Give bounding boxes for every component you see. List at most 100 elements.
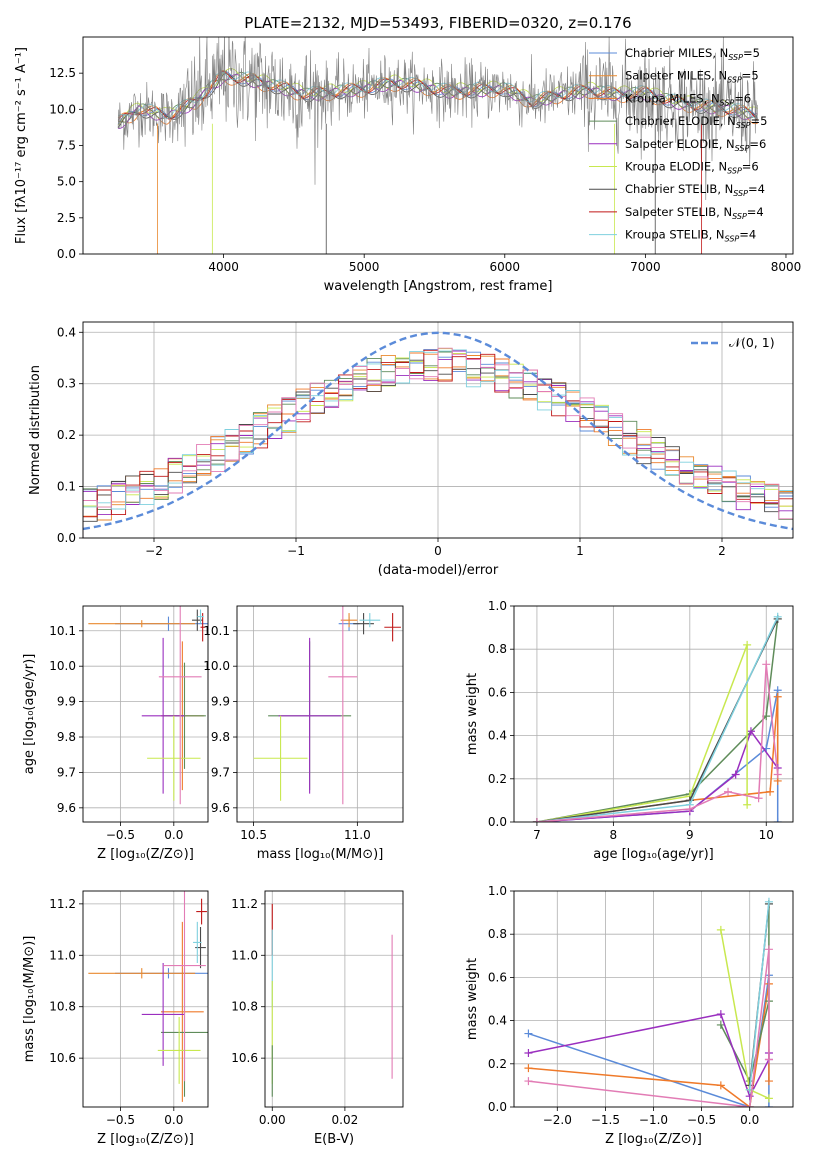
age_vs_mass-frame bbox=[236, 605, 404, 823]
x-tick-label: 5000 bbox=[349, 260, 380, 274]
weight-marker bbox=[524, 1049, 533, 1057]
y-tick-label: 0.2 bbox=[488, 1057, 507, 1071]
weight-marker bbox=[764, 1103, 773, 1107]
legend-entry: Kroupa ELODIE, NSSP=6 bbox=[625, 160, 759, 176]
weight-marker bbox=[773, 692, 782, 701]
spectrum-plot bbox=[117, 37, 758, 254]
massweight_vs_Z-axes: −2.0 −1.5 −1.0 −0.5 0.0 0.0 0.2 0.4 0.6 0.8 1.0 Z [… bbox=[465, 884, 793, 1147]
y-tick-label: 10.1 bbox=[203, 624, 230, 638]
y-tick-label: 10.8 bbox=[49, 1000, 76, 1014]
x-tick-label: 4000 bbox=[208, 260, 239, 274]
y-tick-label: 0.4 bbox=[57, 325, 76, 339]
y-tick-label: 10.0 bbox=[203, 659, 230, 673]
x-tick-label: 1 bbox=[576, 544, 584, 558]
y-axis-label: age [log₁₀(age/yr)] bbox=[22, 654, 37, 775]
y-tick-label: 11.0 bbox=[231, 948, 258, 962]
x-tick-label: 0.02 bbox=[332, 1113, 359, 1127]
x-axis-label: Z [log₁₀(Z/Z⊙)] bbox=[97, 847, 194, 862]
x-tick-label: −2 bbox=[145, 544, 163, 558]
weight-marker bbox=[524, 1029, 533, 1038]
x-tick-label: 8000 bbox=[771, 260, 802, 274]
y-tick-label: 10.8 bbox=[231, 1000, 258, 1014]
hist-series-9 bbox=[83, 347, 793, 538]
y-tick-label: 9.7 bbox=[57, 765, 76, 779]
y-tick-label: 0.0 bbox=[57, 247, 76, 261]
x-axis-label: mass [log₁₀(M/M⊙)] bbox=[257, 847, 384, 862]
y-tick-label: 9.9 bbox=[211, 695, 230, 709]
legend-entry-gaussian: 𝒩(0, 1) bbox=[729, 335, 775, 350]
mass_vs_Z-frame bbox=[82, 890, 209, 1108]
y-axis-label: mass weight bbox=[465, 673, 480, 755]
mass_vs_Z-axes: −0.5 0.0 10.6 10.8 11.0 11.2 Z [log₁₀(Z/Z⊙)] ma… bbox=[22, 891, 208, 1147]
y-axis-label: mass [log₁₀(M/M⊙)] bbox=[22, 936, 37, 1063]
y-tick-label: 0.4 bbox=[488, 729, 507, 743]
y-tick-label: 9.7 bbox=[211, 765, 230, 779]
weight-marker bbox=[731, 770, 740, 779]
histogram-plot bbox=[83, 331, 793, 538]
x-tick-label: 0.0 bbox=[740, 1113, 759, 1127]
y-tick-label: 1.0 bbox=[488, 599, 507, 613]
x-tick-label: −2.0 bbox=[543, 1113, 572, 1127]
weight-marker bbox=[716, 1081, 725, 1090]
legend-entry: Salpeter STELIB, NSSP=4 bbox=[625, 205, 764, 221]
weight-marker bbox=[524, 1064, 533, 1073]
x-tick-label: −0.5 bbox=[687, 1113, 716, 1127]
weight-marker bbox=[766, 787, 775, 796]
y-tick-label: 0.0 bbox=[57, 531, 76, 545]
y-tick-label: 9.9 bbox=[57, 695, 76, 709]
mass_vs_ebv-frame bbox=[264, 890, 404, 1108]
legend-entry: Kroupa STELIB, NSSP=4 bbox=[625, 228, 756, 244]
mass_vs_ebv-axes: 0.00 0.02 10.6 10.8 11.0 11.2 E(B-V) bbox=[231, 891, 403, 1147]
y-tick-label: 11.2 bbox=[49, 897, 76, 911]
spectrum-frame bbox=[82, 36, 794, 255]
y-tick-label: 9.6 bbox=[211, 801, 230, 815]
weight-marker bbox=[746, 727, 755, 736]
x-axis-label: age [log₁₀(age/yr)] bbox=[593, 847, 714, 862]
x-tick-label: 10 bbox=[759, 828, 774, 842]
age_vs_Z-axes: −0.5 0.0 9.6 9.7 9.8 9.9 10.0 10.1 Z [log₁₀(Z/Z⊙… bbox=[22, 606, 208, 862]
x-tick-label: 8 bbox=[610, 828, 618, 842]
x-axis-label: wavelength [Angstrom, rest frame] bbox=[324, 279, 553, 294]
y-tick-label: 10.0 bbox=[49, 659, 76, 673]
weight-marker bbox=[762, 660, 771, 669]
y-tick-label: 0.0 bbox=[488, 1100, 507, 1114]
y-tick-label: 0.2 bbox=[488, 772, 507, 786]
weight-line-2 bbox=[536, 618, 779, 822]
weight-marker bbox=[716, 1010, 725, 1019]
y-tick-label: 1.0 bbox=[488, 884, 507, 898]
legend-entry: Salpeter ELODIE, NSSP=6 bbox=[625, 137, 766, 153]
weight-marker bbox=[743, 800, 752, 809]
weight-line-4 bbox=[536, 644, 748, 822]
figure-title: PLATE=2132, MJD=53493, FIBERID=0320, z=0… bbox=[244, 14, 631, 32]
age_vs_mass-axes: 10.5 11.0 9.6 9.7 9.8 9.9 10.0 10.1 mass [log₁₀(… bbox=[203, 606, 403, 862]
x-tick-label: −0.5 bbox=[106, 828, 135, 842]
legend-entry: Chabrier MILES, NSSP=5 bbox=[625, 46, 760, 62]
x-tick-label: 11.0 bbox=[344, 828, 371, 842]
y-axis-label: Flux [fλ10⁻¹⁷ erg cm⁻² s⁻¹ A⁻¹] bbox=[14, 47, 29, 244]
x-axis-label: (data-model)/error bbox=[378, 563, 499, 578]
weight-marker bbox=[743, 640, 752, 649]
x-axis-label: Z [log₁₀(Z/Z⊙)] bbox=[97, 1132, 194, 1147]
x-tick-label: 7 bbox=[533, 828, 541, 842]
y-axis-label: mass weight bbox=[465, 958, 480, 1040]
x-tick-label: −1 bbox=[287, 544, 305, 558]
spectrum-axes: 4000 5000 6000 7000 8000 0.0 2.5 5.0 7.5 10.0 12.5… bbox=[14, 47, 801, 294]
weight-line-2 bbox=[720, 904, 770, 1084]
y-tick-label: 0.3 bbox=[57, 377, 76, 391]
spectrum-legend: Chabrier MILES, NSSP=5 Salpeter MILES, NS… bbox=[589, 46, 767, 244]
weight-line-7 bbox=[536, 664, 779, 822]
weight-marker bbox=[524, 1077, 533, 1086]
weight-marker bbox=[532, 818, 541, 822]
x-tick-label: 2 bbox=[718, 544, 726, 558]
weight-marker bbox=[716, 1020, 725, 1029]
observed-spectrum bbox=[117, 37, 758, 201]
weight-line-7 bbox=[528, 949, 770, 1107]
x-tick-label: 9 bbox=[686, 828, 694, 842]
y-tick-label: 10.1 bbox=[49, 624, 76, 638]
mass_vs_Z-plot bbox=[88, 891, 208, 1102]
y-tick-label: 0.4 bbox=[488, 1014, 507, 1028]
y-tick-label: 9.8 bbox=[211, 730, 230, 744]
legend-entry: Chabrier ELODIE, NSSP=5 bbox=[625, 114, 767, 130]
weight-line-3 bbox=[528, 1013, 770, 1099]
